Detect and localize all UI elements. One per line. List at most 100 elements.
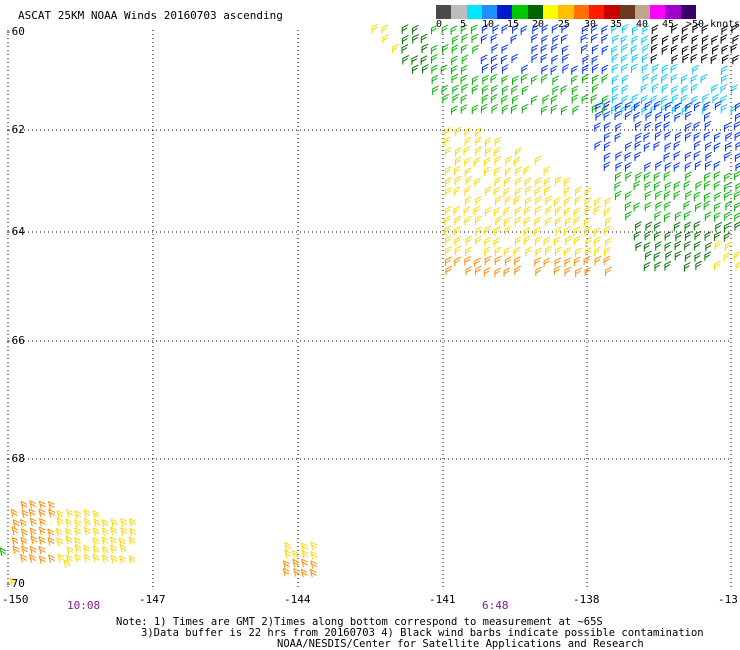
wind-barb [534,216,542,227]
wind-barb [722,54,729,64]
wind-barb [574,235,581,246]
wind-barb [690,53,698,64]
wind-barb [475,265,482,276]
wind-barb [523,216,531,227]
wind-barb [484,206,492,217]
wind-barb [310,541,318,551]
wind-barb [12,545,20,555]
wind-barb [625,171,633,182]
wind-barb [674,131,682,142]
wind-barb [604,132,611,142]
wind-barb [643,241,651,252]
colorbar-segment [451,5,467,19]
wind-barb [452,93,460,104]
wind-barb [664,142,672,152]
wind-barb [661,74,668,84]
wind-barb [20,500,28,510]
wind-barb [572,105,580,115]
wind-barb [601,95,609,105]
wind-barb [284,549,292,559]
wind-barb [444,127,452,137]
wind-barb [513,195,521,206]
wind-barb [310,550,318,560]
wind-barb [21,509,29,519]
wind-barb [515,176,522,187]
wind-barb [720,84,728,94]
wind-barb [484,246,491,256]
wind-barb [695,260,703,271]
wind-barb [594,122,601,132]
wind-barb [655,121,663,131]
wind-barb [670,73,678,84]
wind-barb [464,185,472,196]
colorbar-segment [436,5,452,19]
wind-barb [593,227,601,237]
wind-barb [391,43,399,54]
wind-barb [661,95,669,105]
wind-barb [511,85,519,95]
wind-barb [704,172,711,182]
wind-barb [681,85,689,95]
wind-barb [554,197,561,207]
colorbar-label: >50 knots [686,19,740,30]
wind-barb [301,558,308,568]
wind-barb [493,237,501,247]
wind-barb [514,265,522,276]
wind-barb [611,53,619,64]
wind-barb [652,64,660,74]
wind-barb [595,102,603,112]
wind-barb [630,45,638,55]
wind-barb [534,155,542,166]
wind-barb [552,75,560,85]
wind-barb [694,160,702,171]
wind-barb [561,105,568,115]
wind-barb [504,225,512,236]
wind-barb [573,207,581,217]
wind-barb [83,544,90,554]
wind-barb [292,558,299,568]
wind-barb [584,197,592,207]
wind-barb [591,44,599,54]
wind-barb [561,34,568,44]
wind-barb [510,104,518,114]
wind-barb [475,195,483,206]
wind-barb [655,161,662,171]
wind-barb [444,177,452,187]
wind-barb [503,187,511,197]
wind-barb [491,104,499,114]
wind-barb [455,156,462,166]
wind-barb [471,33,479,44]
wind-barb [534,187,542,197]
wind-barb [580,33,588,44]
wind-barb [713,171,721,181]
wind-barb [601,34,609,44]
colorbar-segment [497,5,513,19]
wind-barb [531,75,538,85]
wind-barb [714,132,721,142]
wind-barb [655,111,663,122]
wind-barb [671,85,679,95]
wind-barb [701,24,709,34]
wind-barb [700,73,708,84]
wind-barb [694,252,702,262]
wind-barb [711,35,719,45]
lat-label: -64 [5,225,25,238]
colorbar-labels: 0 5 10 15 20 25 30 35 40 45 >50 knots [436,19,740,31]
wind-barb [573,216,581,226]
wind-barb [454,126,462,137]
wind-barb [642,44,650,54]
wind-barb [445,187,452,197]
wind-barb [554,176,562,186]
wind-barb [553,265,561,276]
colorbar-segment [543,5,559,19]
wind-barb [691,95,699,105]
wind-barb [601,45,609,55]
wind-barb [595,111,603,121]
wind-barb [664,212,671,222]
wind-barb [454,236,462,246]
wind-barb [119,544,127,554]
wind-barb [674,211,682,221]
wind-barb [521,64,529,75]
wind-barb [582,64,589,74]
wind-barb [422,64,429,74]
